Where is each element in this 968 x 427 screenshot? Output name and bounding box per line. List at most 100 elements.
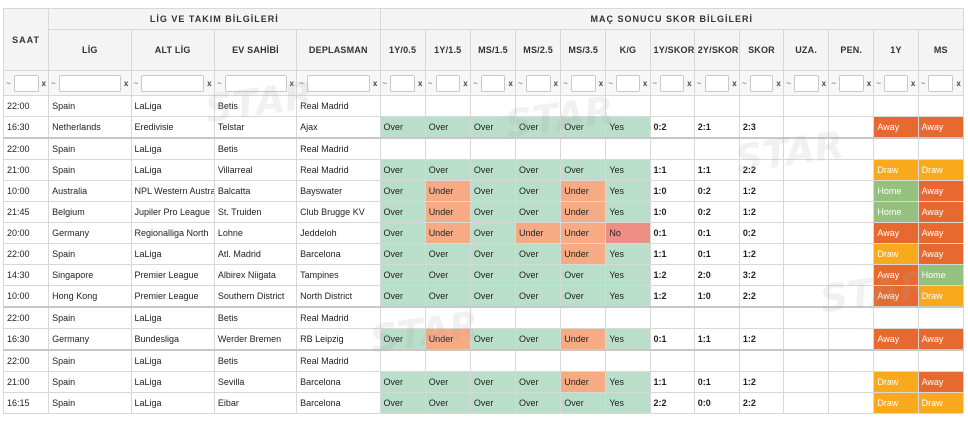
cell-dep: Tampines <box>296 264 381 286</box>
filter-input[interactable] <box>616 74 640 92</box>
filter-input[interactable] <box>224 74 287 92</box>
col-header-ms-35[interactable]: MS/3.5 <box>560 29 607 71</box>
filter-operator-icon[interactable]: ~ <box>876 78 882 88</box>
clear-filter-button[interactable]: x <box>207 78 212 88</box>
filter-input[interactable] <box>793 74 819 92</box>
table-row[interactable]: 22:00 Spain LaLiga Betis Real Madrid <box>2 306 965 329</box>
filter-input[interactable] <box>307 74 370 92</box>
table-row[interactable]: 16:30 Netherlands Eredivisie Telstar Ajax Ove… <box>2 116 965 139</box>
filter-operator-icon[interactable]: ~ <box>741 78 747 88</box>
filter-operator-icon[interactable]: ~ <box>563 78 569 88</box>
filter-operator-icon[interactable]: ~ <box>51 78 57 88</box>
clear-filter-button[interactable]: x <box>642 78 648 88</box>
filter-operator-icon[interactable]: ~ <box>786 78 791 88</box>
clear-filter-button[interactable]: x <box>866 78 872 88</box>
cell-result: 1:1 <box>693 328 740 351</box>
table-row[interactable]: 16:30 Germany Bundesliga Werder Bremen RB Le… <box>2 328 965 351</box>
table-row[interactable]: 16:15 Spain LaLiga Eibar Barcelona Over Over Ov… <box>2 392 965 414</box>
clear-filter-button[interactable]: x <box>910 78 916 88</box>
filter-input[interactable] <box>928 74 954 92</box>
filter-operator-icon[interactable]: ~ <box>216 78 222 88</box>
table-row[interactable]: 22:00 Spain LaLiga Atl. Madrid Barcelona Over… <box>2 243 965 265</box>
col-header-ms[interactable]: MS <box>917 29 965 71</box>
filter-input[interactable] <box>525 74 551 92</box>
col-header-alt-lig[interactable]: ALT LİG <box>130 29 215 71</box>
filter-input[interactable] <box>884 74 908 92</box>
filter-operator-icon[interactable]: ~ <box>427 78 433 88</box>
col-header-2y-skor[interactable]: 2Y/SKOR <box>693 29 740 71</box>
table-row[interactable]: 22:00 Spain LaLiga Betis Real Madrid <box>2 95 965 117</box>
clear-filter-button[interactable]: x <box>821 78 827 88</box>
col-header-lig[interactable]: LİG <box>48 29 132 71</box>
clear-filter-button[interactable]: x <box>776 78 782 88</box>
table-row[interactable]: 22:00 Spain LaLiga Betis Real Madrid <box>2 137 965 160</box>
table-row[interactable]: 21:45 Belgium Jupiler Pro League St. Truide… <box>2 201 965 223</box>
filter-operator-icon[interactable]: ~ <box>920 78 926 88</box>
filter-input[interactable] <box>749 74 774 92</box>
cell-dep: Real Madrid <box>296 306 381 329</box>
col-header-ev-sahibi[interactable]: EV SAHİBİ <box>213 29 298 71</box>
cell-result: 0:2 <box>649 116 695 139</box>
filter-operator-icon[interactable]: ~ <box>133 78 139 88</box>
col-header-uza[interactable]: UZA. <box>783 29 830 71</box>
filter-cell: ~ x <box>469 70 517 96</box>
clear-filter-button[interactable]: x <box>687 78 692 88</box>
table-row[interactable]: 21:00 Spain LaLiga Sevilla Barcelona Over Over… <box>2 371 965 393</box>
clear-filter-button[interactable]: x <box>553 78 559 88</box>
clear-filter-button[interactable]: x <box>289 78 295 88</box>
table-row[interactable]: 22:00 Spain LaLiga Betis Real Madrid <box>2 349 965 372</box>
clear-filter-button[interactable]: x <box>956 78 961 88</box>
table-row[interactable]: 21:00 Spain LaLiga Villarreal Real Madrid Ove… <box>2 159 965 181</box>
col-header-1y[interactable]: 1Y <box>873 29 919 71</box>
table-row[interactable]: 14:30 Singapore Premier League Albirex Niig… <box>2 264 965 286</box>
table-row[interactable]: 10:00 Hong Kong Premier League Southern Dis… <box>2 285 965 308</box>
clear-filter-button[interactable]: x <box>41 78 47 88</box>
filter-operator-icon[interactable]: ~ <box>696 78 702 88</box>
col-header-1y-05[interactable]: 1Y/0.5 <box>379 29 426 71</box>
col-header-1y-skor[interactable]: 1Y/SKOR <box>649 29 695 71</box>
clear-filter-button[interactable]: x <box>463 78 468 88</box>
cell-result <box>605 306 651 329</box>
filter-input[interactable] <box>660 74 685 92</box>
cell-result: Away <box>873 285 919 308</box>
cell-result <box>469 306 517 329</box>
filter-operator-icon[interactable]: ~ <box>6 78 11 88</box>
filter-input[interactable] <box>480 74 506 92</box>
clear-filter-button[interactable]: x <box>732 78 737 88</box>
clear-filter-button[interactable]: x <box>508 78 514 88</box>
col-header-kg[interactable]: K/G <box>605 29 651 71</box>
col-header-deplasman[interactable]: DEPLASMAN <box>296 29 381 71</box>
cell-result: Over <box>469 264 517 286</box>
filter-input[interactable] <box>571 74 596 92</box>
clear-filter-button[interactable]: x <box>418 78 423 88</box>
clear-filter-button[interactable]: x <box>372 78 378 88</box>
filter-operator-icon[interactable]: ~ <box>299 78 305 88</box>
filter-operator-icon[interactable]: ~ <box>382 78 388 88</box>
filter-input[interactable] <box>59 74 121 92</box>
filter-operator-icon[interactable]: ~ <box>831 78 837 88</box>
cell-saat: 21:00 <box>2 371 50 393</box>
clear-filter-button[interactable]: x <box>123 78 129 88</box>
col-header-saat[interactable]: SAAT <box>2 8 50 71</box>
cell-result <box>783 243 830 265</box>
col-header-ms-25[interactable]: MS/2.5 <box>515 29 562 71</box>
filter-input[interactable] <box>704 74 730 92</box>
filter-operator-icon[interactable]: ~ <box>518 78 523 88</box>
filter-input[interactable] <box>390 74 416 92</box>
filter-input[interactable] <box>141 74 205 92</box>
col-header-skor[interactable]: SKOR <box>738 29 785 71</box>
clear-filter-button[interactable]: x <box>598 78 604 88</box>
col-header-ms-15[interactable]: MS/1.5 <box>469 29 517 71</box>
filter-input[interactable] <box>839 74 864 92</box>
filter-input[interactable] <box>13 74 39 92</box>
filter-operator-icon[interactable]: ~ <box>652 78 658 88</box>
filter-operator-icon[interactable]: ~ <box>608 78 614 88</box>
cell-result: 0:1 <box>649 328 695 351</box>
filter-input[interactable] <box>435 74 461 92</box>
col-header-1y-15[interactable]: 1Y/1.5 <box>424 29 471 71</box>
table-row[interactable]: 20:00 Germany Regionalliga North Lohne Jedde… <box>2 222 965 244</box>
filter-operator-icon[interactable]: ~ <box>472 78 478 88</box>
col-header-pen[interactable]: PEN. <box>828 29 875 71</box>
cell-result <box>873 95 919 117</box>
